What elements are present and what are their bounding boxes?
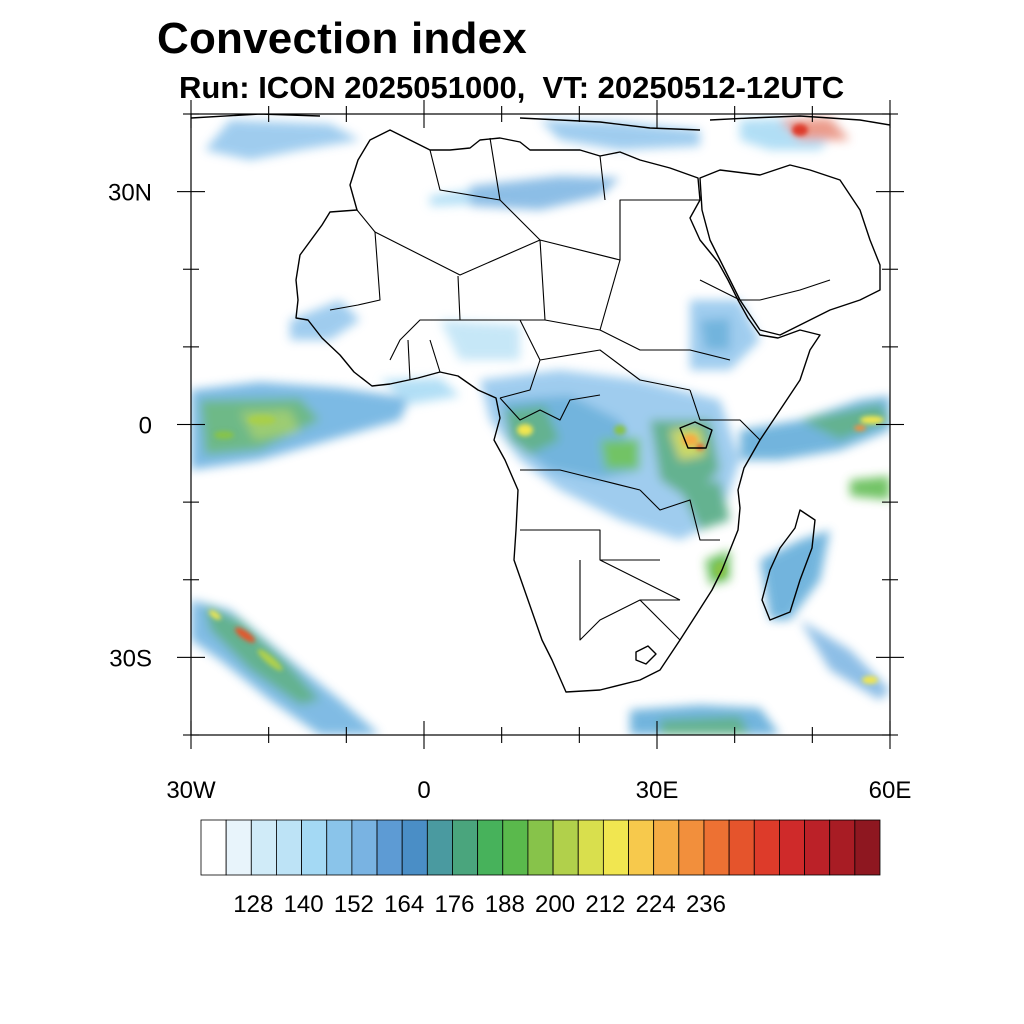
colorbar-swatch bbox=[577, 819, 604, 876]
colorbar-label: 188 bbox=[485, 891, 525, 918]
colorbar bbox=[200, 819, 881, 876]
colorbar-swatch bbox=[301, 819, 328, 876]
lat-tick-label: 0 bbox=[139, 413, 152, 440]
colorbar-swatch bbox=[829, 819, 856, 876]
colorbar-swatch bbox=[401, 819, 428, 876]
colorbar-swatch bbox=[678, 819, 705, 876]
colorbar-swatch bbox=[376, 819, 403, 876]
chart-subtitle: Run: ICON 2025051000, VT: 20250512-12UTC bbox=[179, 70, 845, 105]
colorbar-swatch bbox=[276, 819, 302, 876]
axis-tick-labels: 30W 0 30E 60E 30N 0 30S bbox=[108, 180, 911, 804]
colorbar-label: 176 bbox=[434, 891, 474, 918]
colorbar-label: 224 bbox=[636, 891, 676, 918]
lon-tick-label: 30E bbox=[636, 777, 679, 804]
lat-tick-label: 30S bbox=[109, 645, 152, 672]
colorbar-swatch bbox=[804, 819, 831, 876]
colorbar-swatch bbox=[628, 819, 655, 876]
colorbar-label: 152 bbox=[334, 891, 374, 918]
colorbar-swatch bbox=[250, 819, 277, 876]
colorbar-swatch bbox=[351, 819, 378, 876]
convection-shading bbox=[191, 118, 890, 735]
colorbar-swatch bbox=[854, 819, 881, 876]
lon-tick-label: 60E bbox=[869, 777, 912, 804]
colorbar-swatch bbox=[502, 819, 529, 876]
colorbar-swatch bbox=[326, 819, 353, 876]
colorbar-label: 200 bbox=[535, 891, 575, 918]
lon-tick-label: 30W bbox=[166, 777, 216, 804]
colorbar-swatch bbox=[477, 819, 504, 876]
colorbar-label: 212 bbox=[585, 891, 625, 918]
colorbar-swatch bbox=[703, 819, 730, 876]
colorbar-swatch bbox=[200, 819, 227, 876]
colorbar-swatch bbox=[753, 819, 780, 876]
colorbar-swatch bbox=[552, 819, 579, 876]
colorbar-label: 140 bbox=[284, 891, 324, 918]
colorbar-swatch bbox=[728, 819, 755, 876]
axis-ticks bbox=[177, 100, 904, 749]
colorbar-labels: 128 140 152 164 176 188 200 212 224 236 bbox=[233, 891, 726, 918]
lon-tick-label: 0 bbox=[417, 777, 430, 804]
colorbar-swatch bbox=[653, 819, 680, 876]
lat-tick-label: 30N bbox=[108, 180, 152, 207]
colorbar-label: 128 bbox=[233, 891, 273, 918]
coastlines bbox=[191, 114, 890, 693]
chart-title: Convection index bbox=[157, 14, 527, 63]
colorbar-swatch bbox=[602, 819, 629, 876]
colorbar-label: 164 bbox=[384, 891, 424, 918]
colorbar-swatch bbox=[426, 819, 453, 876]
colorbar-swatch bbox=[527, 819, 554, 876]
colorbar-swatch bbox=[452, 819, 479, 876]
colorbar-swatch bbox=[779, 819, 805, 876]
colorbar-swatch bbox=[225, 819, 252, 876]
colorbar-label: 236 bbox=[686, 891, 726, 918]
